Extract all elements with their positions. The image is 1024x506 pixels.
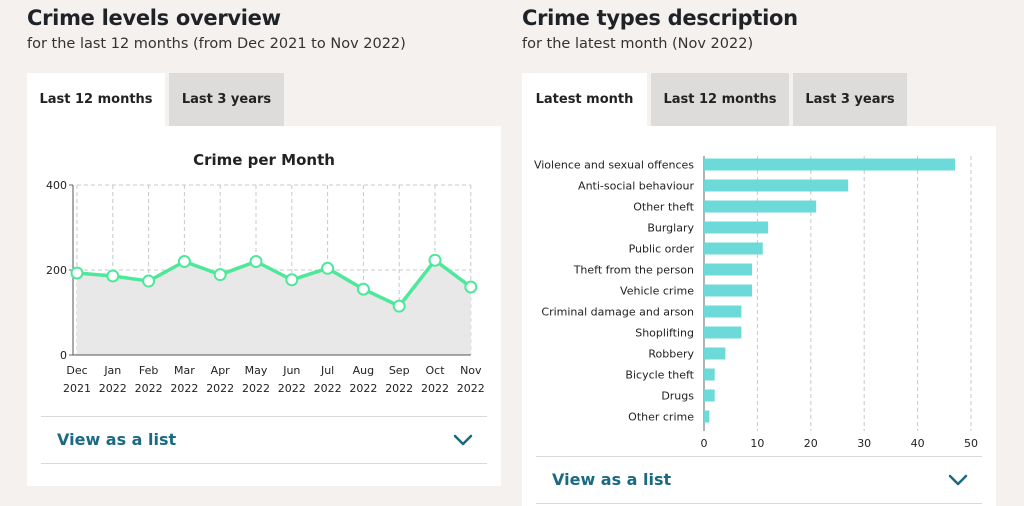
crime-types-title: Crime types description <box>522 6 798 30</box>
category-label: Anti-social behaviour <box>578 180 694 193</box>
x-tick-label: Nov <box>460 364 482 377</box>
data-point <box>285 273 299 287</box>
x-tick-label: Jan <box>103 364 121 377</box>
crime-types-card: 0 10 20 30 40 50 Violence and sexual offences A… <box>522 126 996 506</box>
data-point <box>177 255 191 268</box>
category-label: Public order <box>629 243 695 256</box>
tab-last-12-months[interactable]: Last 12 months <box>651 73 789 126</box>
data-point <box>142 274 156 288</box>
category-label: Shoplifting <box>635 327 694 340</box>
bar <box>704 200 817 213</box>
x-tick-label: Jun <box>282 364 300 377</box>
data-point <box>428 253 442 267</box>
chart-title: Crime per Month <box>193 151 335 169</box>
x-tick-year: 2022 <box>135 382 163 395</box>
bar <box>704 242 763 255</box>
x-tick-year: 2022 <box>206 382 234 395</box>
category-label: Theft from the person <box>573 264 694 277</box>
x-tick-year: 2022 <box>99 382 127 395</box>
x-tick-label: Feb <box>139 364 158 377</box>
x-tick-year: 2022 <box>385 382 413 395</box>
bar <box>704 305 742 318</box>
category-label: Other theft <box>633 201 694 214</box>
view-as-list-label: View as a list <box>57 430 177 449</box>
bar <box>704 284 753 297</box>
tab-last-3-years[interactable]: Last 3 years <box>169 73 284 126</box>
bar <box>704 221 769 234</box>
x-tick-label: 20 <box>804 437 818 450</box>
category-label: Vehicle crime <box>620 285 694 298</box>
x-tick-year: 2022 <box>278 382 306 395</box>
view-as-list-label: View as a list <box>552 470 672 489</box>
category-label: Burglary <box>647 222 694 235</box>
y-tick-label: 0 <box>60 349 67 362</box>
bar <box>704 347 726 360</box>
bar <box>704 326 742 339</box>
x-tick-label: Aug <box>353 364 374 377</box>
x-tick-label: Dec <box>66 364 87 377</box>
x-tick-year: 2022 <box>457 382 485 395</box>
bar <box>704 179 849 192</box>
category-label: Robbery <box>648 348 694 361</box>
view-as-list-toggle[interactable]: View as a list <box>41 416 487 464</box>
data-point <box>356 282 370 296</box>
x-tick-label: Apr <box>211 364 231 377</box>
x-tick-label: 40 <box>911 437 925 450</box>
data-point <box>249 255 263 268</box>
y-tick-label: 200 <box>46 264 67 277</box>
x-tick-label: Oct <box>425 364 445 377</box>
bar <box>704 368 715 381</box>
data-point <box>106 269 120 283</box>
data-point <box>464 280 478 294</box>
category-label: Bicycle theft <box>625 369 694 382</box>
bar <box>704 263 753 276</box>
x-tick-year: 2021 <box>63 382 91 395</box>
bar <box>704 389 715 402</box>
area-fill <box>77 260 471 355</box>
bar <box>704 410 710 423</box>
x-tick-year: 2022 <box>421 382 449 395</box>
x-tick-label: 30 <box>857 437 871 450</box>
y-tick-label: 400 <box>46 179 67 192</box>
bar <box>704 158 955 171</box>
category-label: Violence and sexual offences <box>534 159 694 172</box>
data-point <box>213 268 227 282</box>
tab-last-12-months[interactable]: Last 12 months <box>27 73 165 126</box>
x-tick-year: 2022 <box>170 382 198 395</box>
view-as-list-toggle[interactable]: View as a list <box>536 456 982 504</box>
crime-types-chart: 0 10 20 30 40 50 Violence and sexual offences A… <box>534 156 978 450</box>
x-tick-year: 2022 <box>314 382 342 395</box>
category-label: Other crime <box>628 411 694 424</box>
crime-levels-subtitle: for the last 12 months (from Dec 2021 to… <box>27 36 406 52</box>
data-point <box>392 299 406 313</box>
x-tick-year: 2022 <box>349 382 377 395</box>
chevron-down-icon <box>453 434 473 446</box>
x-tick-label: 0 <box>701 437 708 450</box>
crime-per-month-card: Crime per Month 0 200 400 Dec 2021 Jan 2022 Feb 2… <box>27 126 501 486</box>
data-point <box>70 266 84 280</box>
category-label: Criminal damage and arson <box>541 306 694 319</box>
x-tick-year: 2022 <box>242 382 270 395</box>
data-point <box>321 261 335 275</box>
x-tick-label: Mar <box>174 364 195 377</box>
x-tick-label: 50 <box>964 437 978 450</box>
crime-per-month-chart: Crime per Month 0 200 400 Dec 2021 Jan 2022 Feb 2… <box>46 151 485 395</box>
x-tick-label: Sep <box>389 364 410 377</box>
crime-levels-title: Crime levels overview <box>27 6 281 30</box>
x-tick-label: Jul <box>320 364 334 377</box>
category-label: Drugs <box>661 390 694 403</box>
x-tick-label: 10 <box>750 437 764 450</box>
tab-latest-month[interactable]: Latest month <box>522 73 647 126</box>
x-tick-label: May <box>245 364 268 377</box>
tab-last-3-years[interactable]: Last 3 years <box>793 73 907 126</box>
crime-types-subtitle: for the latest month (Nov 2022) <box>522 36 754 52</box>
chevron-down-icon <box>948 474 968 486</box>
